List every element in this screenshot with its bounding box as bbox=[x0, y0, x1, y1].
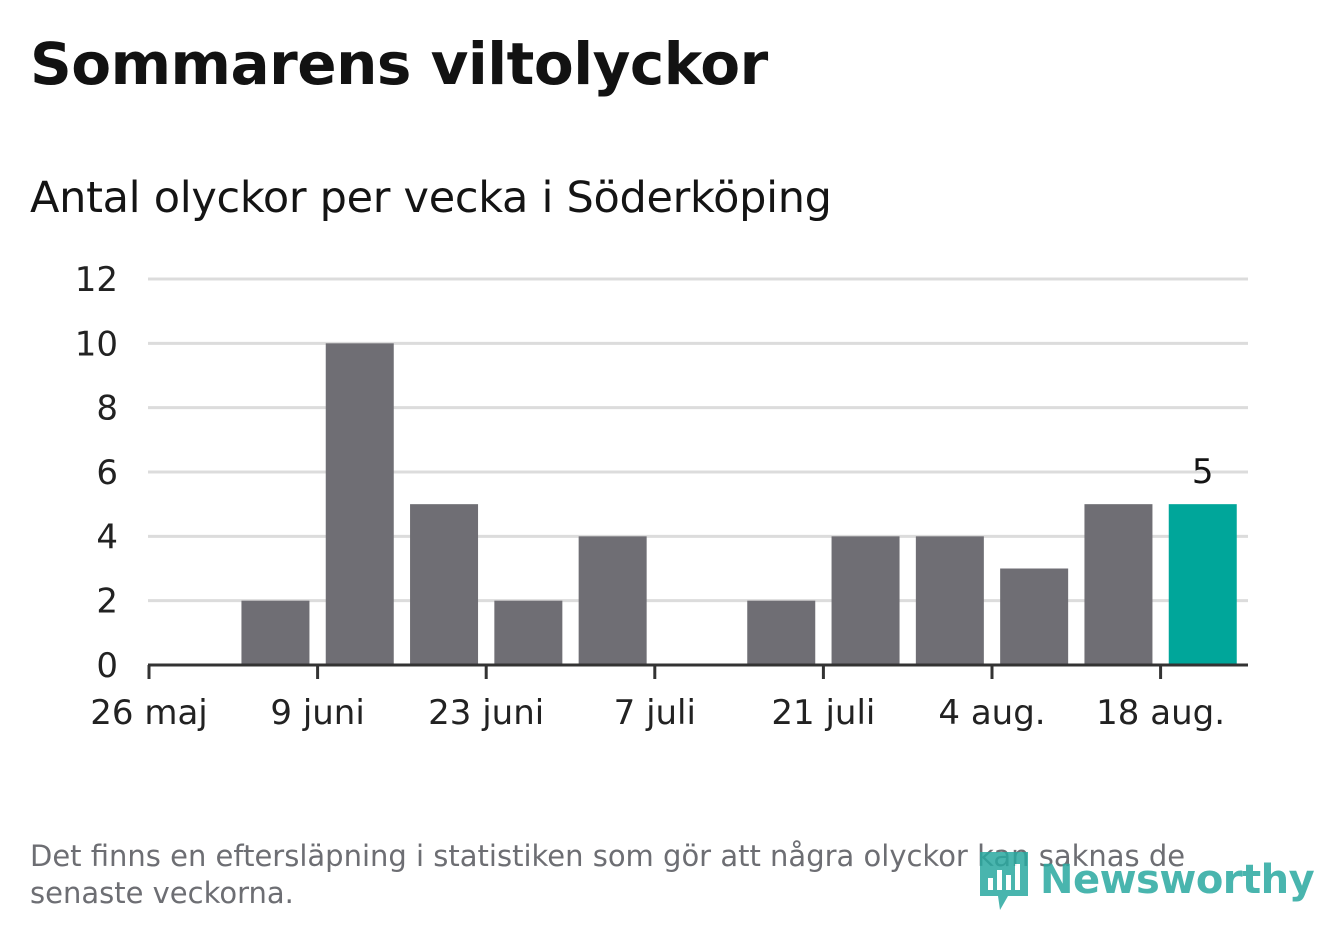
bar bbox=[747, 600, 816, 665]
data-label: 5 bbox=[1192, 452, 1214, 492]
chart-subtitle: Antal olyckor per vecka i Söderköping bbox=[30, 173, 832, 223]
bar bbox=[410, 504, 479, 665]
bar-chart: 0 2 4 6 8 10 12 5 26 maj 9 juni 23 juni 7 juli 21 ju… bbox=[75, 260, 1248, 733]
y-tick-label: 10 bbox=[75, 324, 118, 364]
x-tick-label: 9 juni bbox=[270, 693, 364, 733]
y-tick-label: 4 bbox=[96, 517, 118, 557]
bar bbox=[1084, 504, 1153, 665]
bar bbox=[1000, 568, 1069, 665]
bar bbox=[915, 536, 984, 665]
x-tick-label: 7 juli bbox=[614, 693, 696, 733]
newsworthy-logo: Newsworthy bbox=[978, 845, 1315, 915]
y-tick-label: 2 bbox=[96, 582, 118, 622]
x-tick-label: 23 juni bbox=[428, 693, 544, 733]
x-tick-label: 26 maj bbox=[90, 693, 207, 733]
bar-highlight bbox=[1168, 504, 1237, 665]
x-tick-label: 18 aug. bbox=[1096, 693, 1225, 733]
y-tick-label: 8 bbox=[96, 389, 118, 429]
x-tick-label: 21 juli bbox=[771, 693, 875, 733]
newsworthy-logo-icon bbox=[980, 852, 1028, 910]
bar bbox=[578, 536, 647, 665]
logo-text: Newsworthy bbox=[1040, 857, 1315, 903]
y-tick-label: 0 bbox=[96, 646, 118, 686]
bar bbox=[831, 536, 900, 665]
bar bbox=[494, 600, 563, 665]
bar bbox=[325, 343, 394, 665]
y-tick-label: 6 bbox=[96, 453, 118, 493]
x-tick-label: 4 aug. bbox=[938, 693, 1045, 733]
chart-title: Sommarens viltolyckor bbox=[30, 30, 768, 98]
bar bbox=[241, 600, 310, 665]
y-tick-label: 12 bbox=[75, 260, 118, 300]
